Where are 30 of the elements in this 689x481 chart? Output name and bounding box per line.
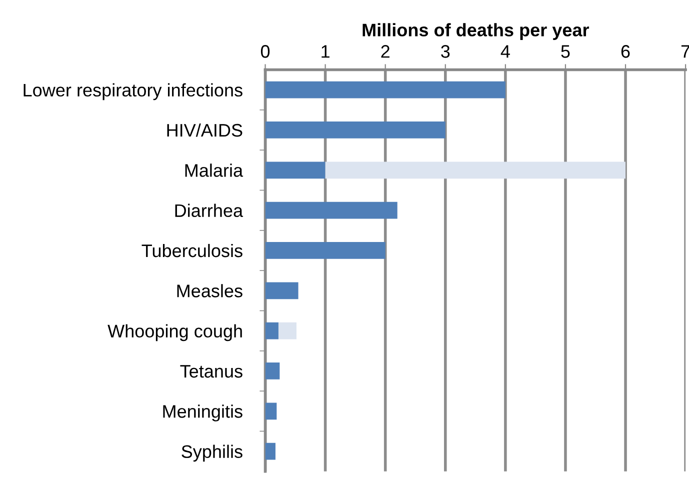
bar — [265, 322, 278, 340]
bar — [265, 442, 276, 460]
y-tick-label: Tetanus — [180, 365, 242, 378]
x-tick-label: 0 — [260, 45, 270, 58]
y-tick-label: HIV/AIDS — [167, 123, 242, 137]
y-tick-label: Measles — [177, 284, 242, 298]
bar — [265, 122, 446, 138]
bar — [265, 162, 326, 179]
bar — [265, 362, 280, 380]
y-tick-label: Malaria — [185, 164, 244, 177]
x-tick-label: 1 — [322, 45, 330, 58]
bar — [265, 402, 277, 420]
x-tick-label: 6 — [621, 45, 630, 58]
x-tick-label: 2 — [381, 45, 390, 58]
y-tick-label: Tuberculosis — [142, 244, 242, 258]
y-tick-label: Diarrhea — [175, 204, 244, 218]
y-tick-label: Lower respiratory infections — [24, 83, 242, 100]
y-tick-label: Meningitis — [163, 404, 242, 422]
y-tick-label: Syphilis — [182, 444, 242, 462]
bar — [325, 162, 626, 179]
bar — [265, 81, 506, 98]
bar — [265, 202, 398, 219]
x-axis-title: Millions of deaths per year — [362, 23, 590, 40]
bar — [278, 322, 296, 340]
x-tick-label: 5 — [561, 45, 570, 58]
bar — [265, 282, 298, 300]
x-tick-label: 3 — [441, 45, 450, 58]
y-tick-label: Whooping cough — [108, 324, 242, 342]
bar — [265, 242, 386, 259]
x-tick-label: 4 — [500, 45, 510, 58]
